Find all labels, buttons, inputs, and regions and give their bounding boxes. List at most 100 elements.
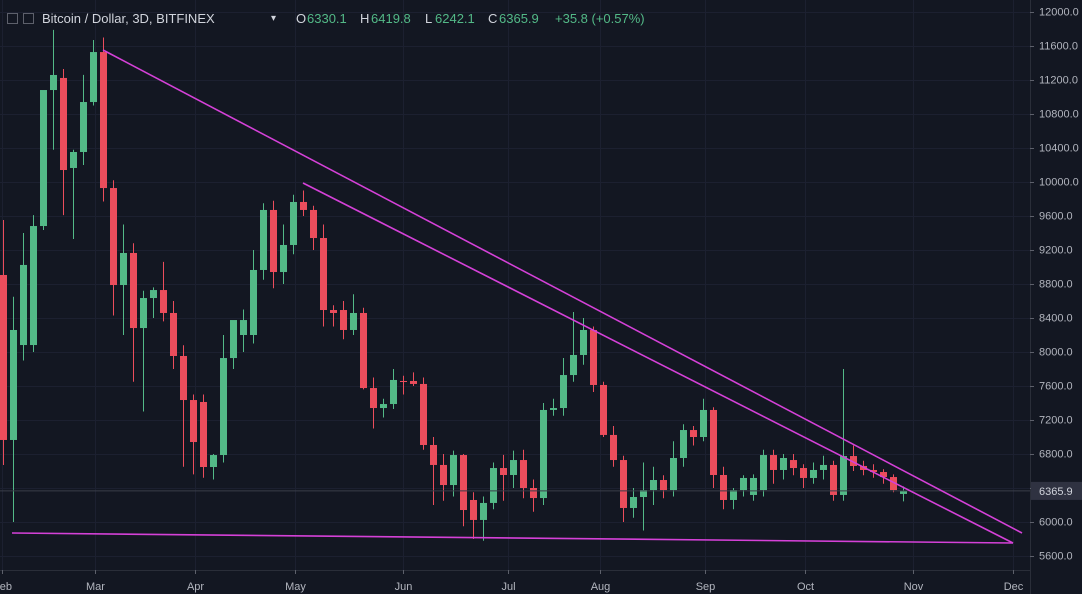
y-tick-label: 6000.0 (1039, 516, 1073, 528)
candle-body (890, 477, 897, 491)
candle-body (40, 90, 47, 227)
candle-body (610, 434, 617, 461)
candle-body (360, 312, 367, 389)
candle-body (770, 455, 777, 470)
y-tick-label: 8400.0 (1039, 312, 1073, 324)
candle-body (210, 455, 217, 468)
candle-body (480, 502, 487, 520)
symbol-title: Bitcoin / Dollar, 3D, BITFINEX (42, 11, 215, 26)
x-tick-label: Dec (1004, 581, 1024, 593)
candle-body (750, 477, 757, 495)
candle-body (280, 244, 287, 273)
candle-body (30, 226, 37, 346)
candle-body (570, 354, 577, 376)
candle-body (530, 488, 537, 499)
x-tick-label: Jun (395, 581, 413, 593)
candle-body (180, 355, 187, 401)
candle-body (540, 409, 547, 499)
x-tick-label: Mar (86, 581, 105, 593)
candle-body (640, 490, 647, 498)
candle-body (190, 400, 197, 443)
candle-body (320, 238, 327, 311)
candle-body (80, 102, 87, 152)
trend-line (102, 49, 1023, 534)
candle-body (230, 320, 237, 359)
candle-body (130, 252, 137, 329)
x-tick-label: Sep (696, 581, 716, 593)
candle-body (90, 52, 97, 103)
candle-body (810, 469, 817, 478)
candle-body (140, 298, 147, 329)
ohlc-value: 6330.1 (307, 11, 347, 26)
candle-body (900, 490, 907, 494)
candle-body (340, 310, 347, 330)
x-tick-label: Oct (797, 581, 814, 593)
candle-body (490, 468, 497, 503)
candle-body (20, 264, 27, 346)
candle-body (460, 455, 467, 511)
candle-body (220, 358, 227, 456)
candle-body (200, 401, 207, 468)
candle-body (240, 320, 247, 336)
y-tick-label: 10400.0 (1039, 142, 1079, 154)
candle-body (600, 384, 607, 435)
candle-body (500, 468, 507, 475)
candle-body (880, 472, 887, 478)
y-tick-label: 11200.0 (1039, 74, 1078, 86)
y-tick-label: 12000.0 (1039, 6, 1079, 18)
y-tick-label: 11600.0 (1039, 40, 1078, 52)
candle-body (250, 269, 257, 336)
last-price-tag (1031, 481, 1082, 500)
candle-body (290, 201, 297, 245)
y-tick-label: 8800.0 (1039, 278, 1073, 290)
y-tick-label: 9200.0 (1039, 244, 1073, 256)
ohlc-label: C (488, 11, 498, 26)
last-price-label: 6365.9 (1039, 486, 1073, 498)
menu-icon (23, 13, 34, 24)
candle-body (510, 460, 517, 475)
candle-body (790, 460, 797, 469)
candle-body (170, 312, 177, 356)
candle-body (850, 456, 857, 466)
candle-body (680, 430, 687, 458)
candle-body (50, 74, 57, 91)
y-tick-label: 9600.0 (1039, 210, 1073, 222)
y-tick-label: 6800.0 (1039, 448, 1073, 460)
x-tick-label: Jul (501, 581, 515, 593)
change-value: +35.8 (+0.57%) (555, 11, 645, 26)
candle-body (440, 464, 447, 486)
x-tick-label: May (285, 581, 306, 593)
candle-body (60, 77, 67, 171)
candle-body (260, 209, 267, 270)
candle-body (730, 490, 737, 500)
candle-body (740, 477, 747, 491)
dropdown-caret[interactable]: ▾ (271, 13, 277, 24)
candle-body (670, 457, 677, 491)
candle-body (300, 201, 307, 210)
candle-body (0, 274, 7, 440)
x-tick-label: Feb (0, 581, 12, 593)
candle-body (470, 499, 477, 520)
candle-body (830, 464, 837, 495)
candle-body (330, 310, 337, 313)
trend-line (11, 532, 1014, 544)
candle-body (700, 409, 707, 438)
candle-body (370, 388, 377, 409)
candle-body (840, 456, 847, 495)
ohlc-label: L (425, 11, 433, 26)
candle-body (350, 312, 357, 330)
candle-body (120, 252, 127, 286)
candle-body (150, 290, 157, 299)
candle-body (10, 329, 17, 440)
candle-body (870, 469, 877, 473)
candle-body (760, 455, 767, 491)
ohlc-value: 6242.1 (435, 11, 475, 26)
x-tick-label: Aug (591, 581, 611, 593)
trend-lines (11, 49, 1023, 544)
candle-body (710, 409, 717, 475)
candle-body (780, 457, 787, 470)
ohlc-label: O (296, 11, 307, 26)
x-tick-label: Nov (904, 581, 924, 593)
